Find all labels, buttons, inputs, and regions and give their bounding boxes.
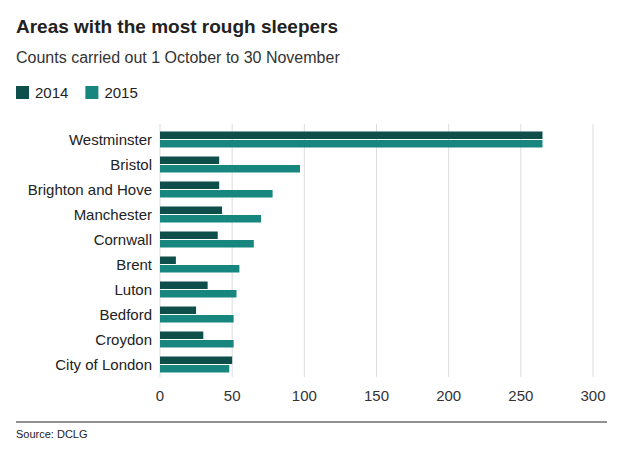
tick-label: 300	[580, 387, 605, 404]
bar	[160, 257, 176, 265]
bar	[160, 157, 219, 165]
tick-label: 150	[364, 387, 389, 404]
chart: Areas with the most rough sleepers Counts…	[0, 0, 624, 466]
title: Areas with the most rough sleepers	[16, 16, 338, 37]
source: Source: DCLG	[16, 428, 88, 440]
grid-line	[448, 124, 449, 377]
legend-label: 2014	[35, 84, 68, 101]
category-label: Bedford	[99, 306, 152, 323]
grid-line	[593, 124, 594, 377]
category-label: Croydon	[95, 331, 152, 348]
bar	[160, 132, 542, 140]
bar	[160, 290, 236, 298]
grid	[160, 124, 593, 377]
bar	[160, 332, 203, 340]
category-label: Brighton and Hove	[28, 181, 152, 198]
tick-label: 200	[436, 387, 461, 404]
bar	[160, 265, 239, 273]
bar	[160, 340, 234, 348]
bar	[160, 207, 222, 215]
subtitle: Counts carried out 1 October to 30 Novem…	[16, 49, 340, 66]
bar	[160, 182, 219, 190]
category-label: Brent	[116, 256, 153, 273]
bar	[160, 315, 234, 323]
tick-label: 250	[508, 387, 533, 404]
tick-label: 100	[292, 387, 317, 404]
legend-label: 2015	[104, 84, 137, 101]
legend-swatch	[85, 86, 98, 99]
tick-label: 0	[156, 387, 164, 404]
category-label: Manchester	[74, 206, 152, 223]
bars	[160, 132, 542, 373]
bar	[160, 165, 300, 173]
bar	[160, 307, 196, 315]
bar	[160, 232, 218, 240]
grid-line	[376, 124, 377, 377]
legend-swatch	[16, 86, 29, 99]
bar	[160, 357, 232, 365]
bar	[160, 215, 261, 223]
grid-line	[304, 124, 305, 377]
bar	[160, 240, 254, 248]
footer-rule	[16, 422, 607, 423]
bar	[160, 282, 208, 290]
tick-label: 50	[224, 387, 241, 404]
category-label: Cornwall	[94, 231, 152, 248]
bar	[160, 140, 542, 148]
category-label: Luton	[114, 281, 152, 298]
category-label: City of London	[55, 356, 152, 373]
grid-line	[232, 124, 233, 377]
category-label: Bristol	[110, 156, 152, 173]
grid-line	[520, 124, 521, 377]
bar	[160, 190, 273, 198]
category-label: Westminster	[69, 131, 152, 148]
bar	[160, 365, 229, 373]
